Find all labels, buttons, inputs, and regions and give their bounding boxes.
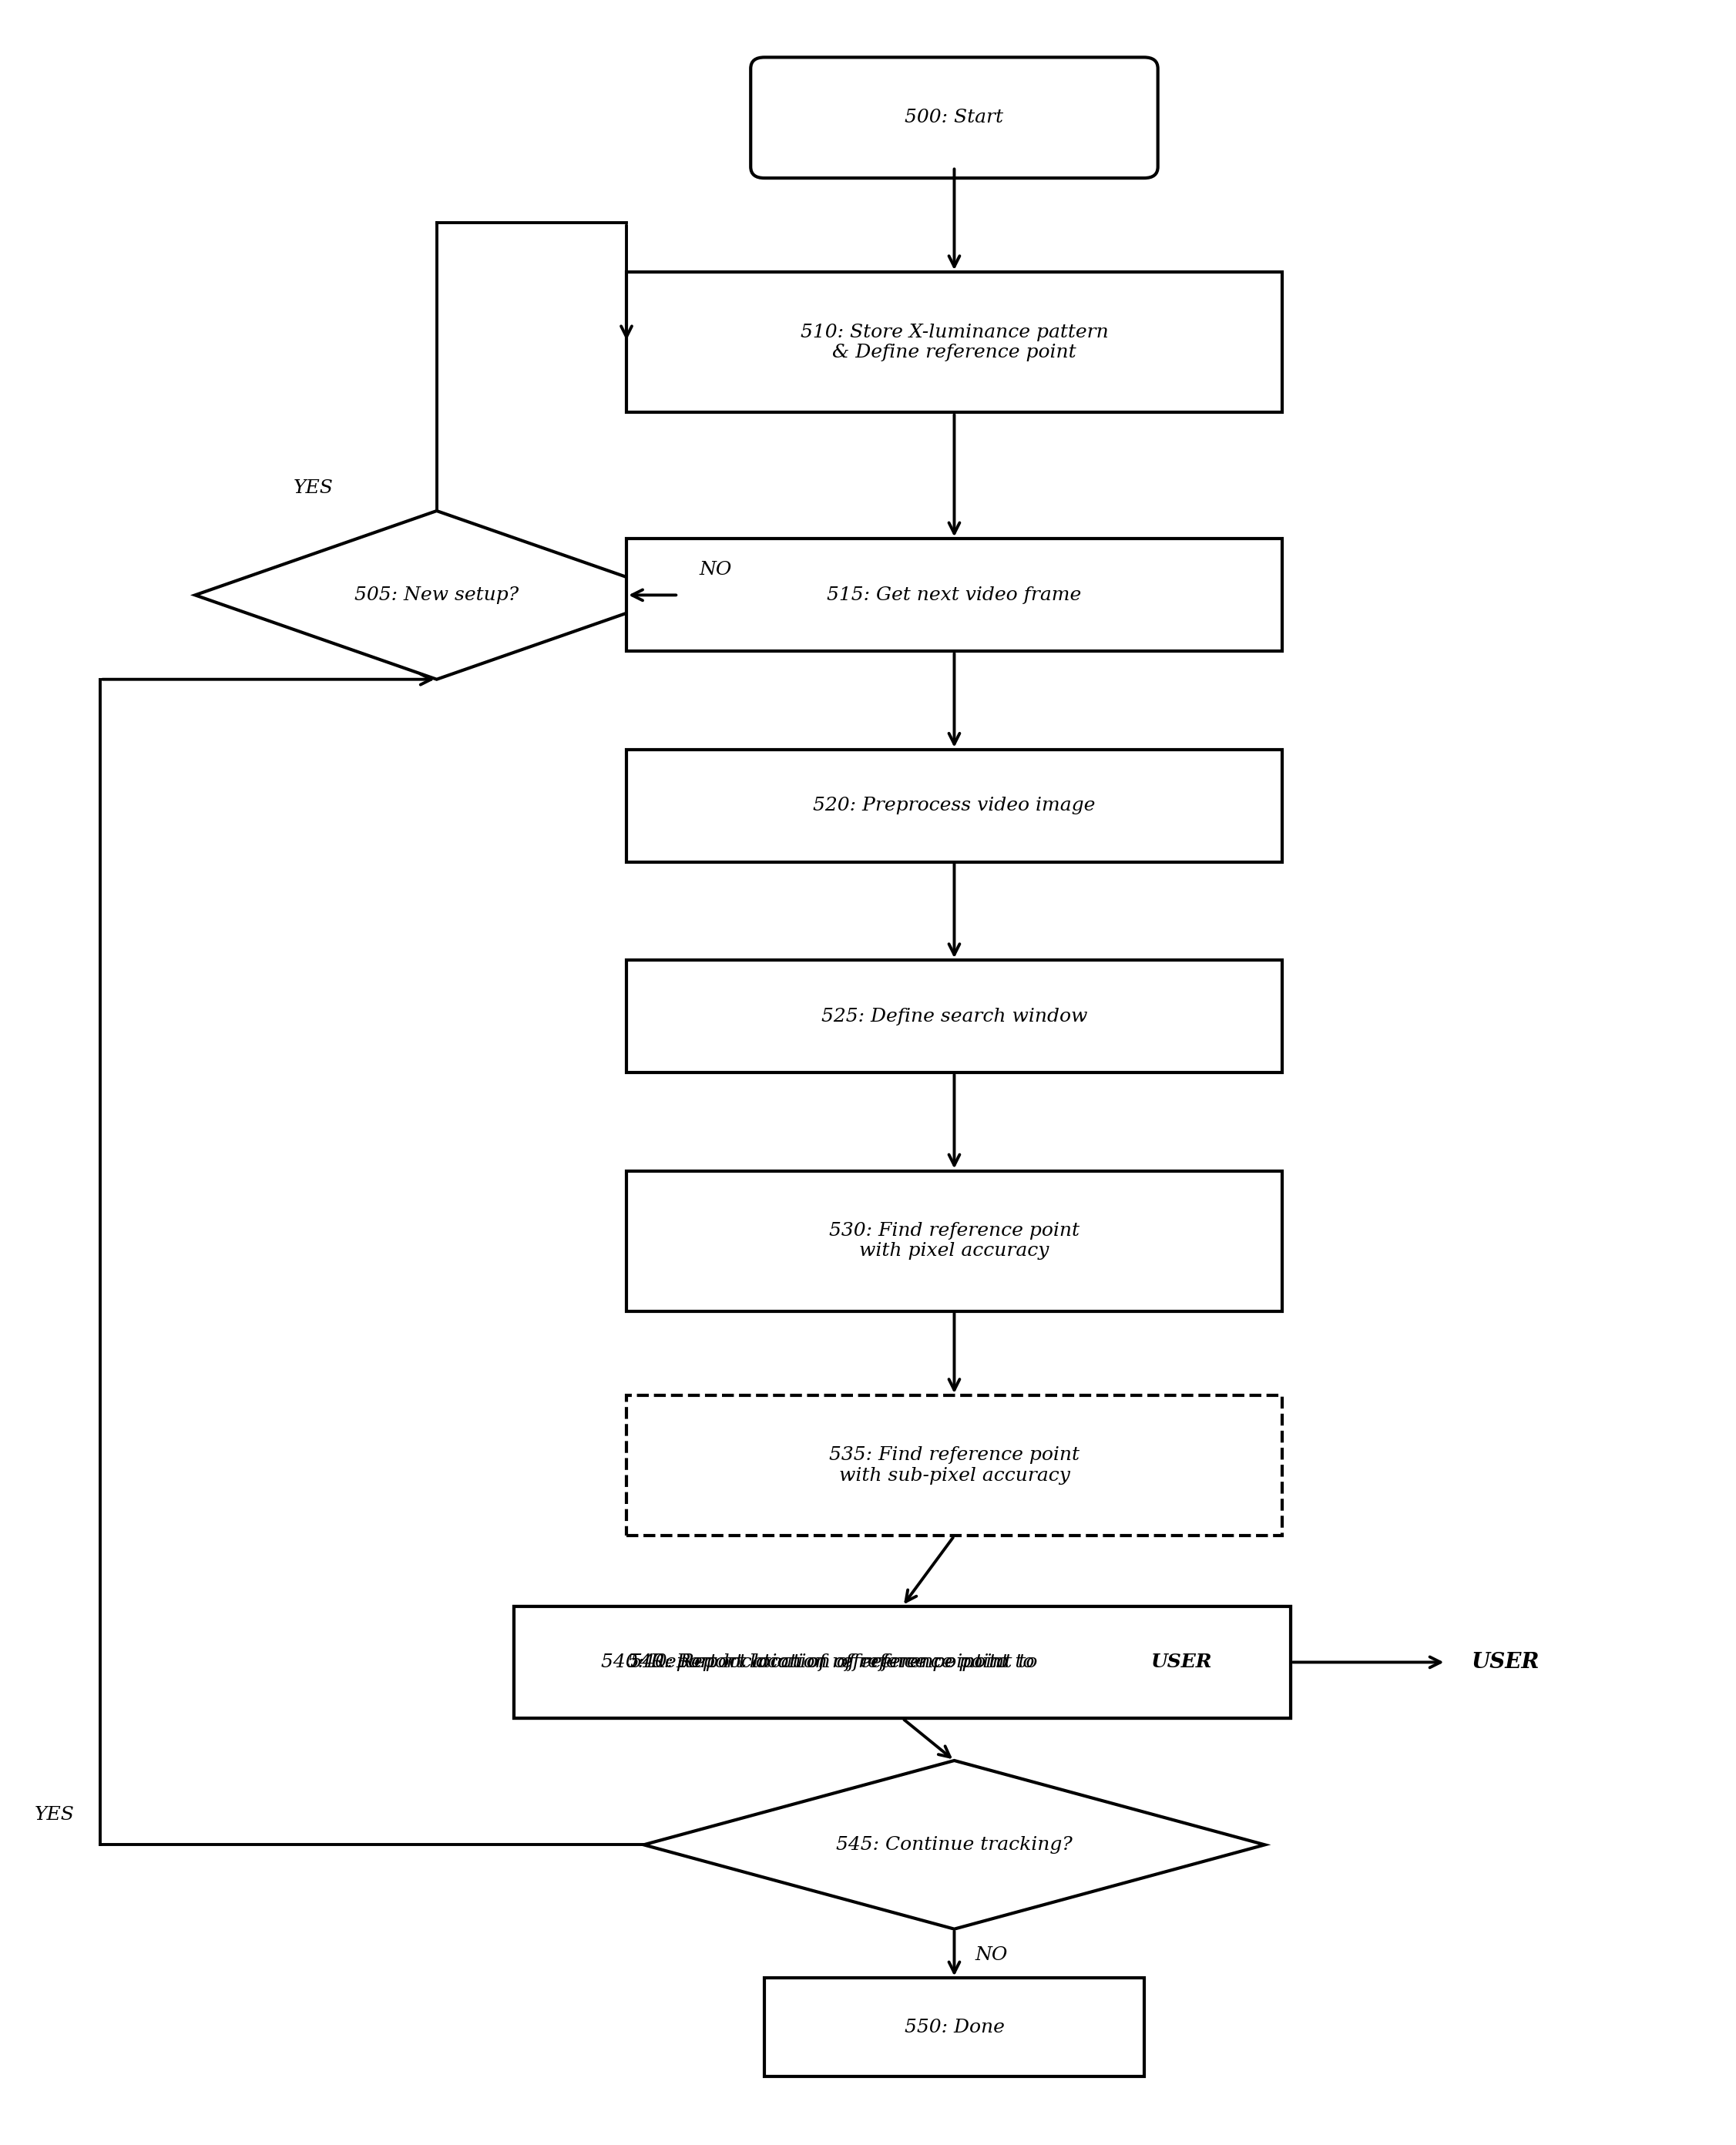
Text: 500: Start: 500: Start <box>904 109 1003 127</box>
Text: NO: NO <box>976 1946 1007 1963</box>
Bar <box>514 1607 1290 1718</box>
Text: 520: Preprocess video image: 520: Preprocess video image <box>812 796 1095 815</box>
Bar <box>627 538 1283 652</box>
Text: NO: NO <box>700 560 731 579</box>
Text: 540: Report location of reference point to: 540: Report location of reference point … <box>627 1654 1040 1671</box>
Polygon shape <box>644 1761 1266 1928</box>
Text: YES: YES <box>293 478 333 498</box>
Text: USER: USER <box>1472 1652 1540 1673</box>
Text: YES: YES <box>35 1806 75 1823</box>
Bar <box>627 272 1283 412</box>
Text: 505: New setup?: 505: New setup? <box>354 586 519 605</box>
Text: 530: Find reference point
with pixel accuracy: 530: Find reference point with pixel acc… <box>830 1223 1080 1259</box>
Text: 525: Define search window: 525: Define search window <box>821 1008 1087 1025</box>
Text: 515: Get next video frame: 515: Get next video frame <box>826 586 1082 605</box>
Polygon shape <box>194 511 679 680</box>
Text: 545: Continue tracking?: 545: Continue tracking? <box>837 1836 1073 1853</box>
Text: 535: Find reference point
with sub-pixel accuracy: 535: Find reference point with sub-pixel… <box>830 1446 1080 1484</box>
Text: 510: Store X-luminance pattern
& Define reference point: 510: Store X-luminance pattern & Define … <box>800 324 1108 363</box>
Bar <box>627 961 1283 1072</box>
Text: 540: Report location of reference point to: 540: Report location of reference point … <box>630 1654 1043 1671</box>
FancyBboxPatch shape <box>750 58 1158 178</box>
Text: USER: USER <box>1151 1654 1213 1671</box>
Bar <box>764 1978 1144 2076</box>
Text: 550: Done: 550: Done <box>904 2018 1005 2036</box>
Bar <box>627 749 1283 862</box>
Bar <box>627 1396 1283 1536</box>
Bar <box>627 1171 1283 1311</box>
Text: 540: Report location of reference point to: 540: Report location of reference point … <box>601 1654 1014 1671</box>
Bar <box>514 1607 1290 1718</box>
